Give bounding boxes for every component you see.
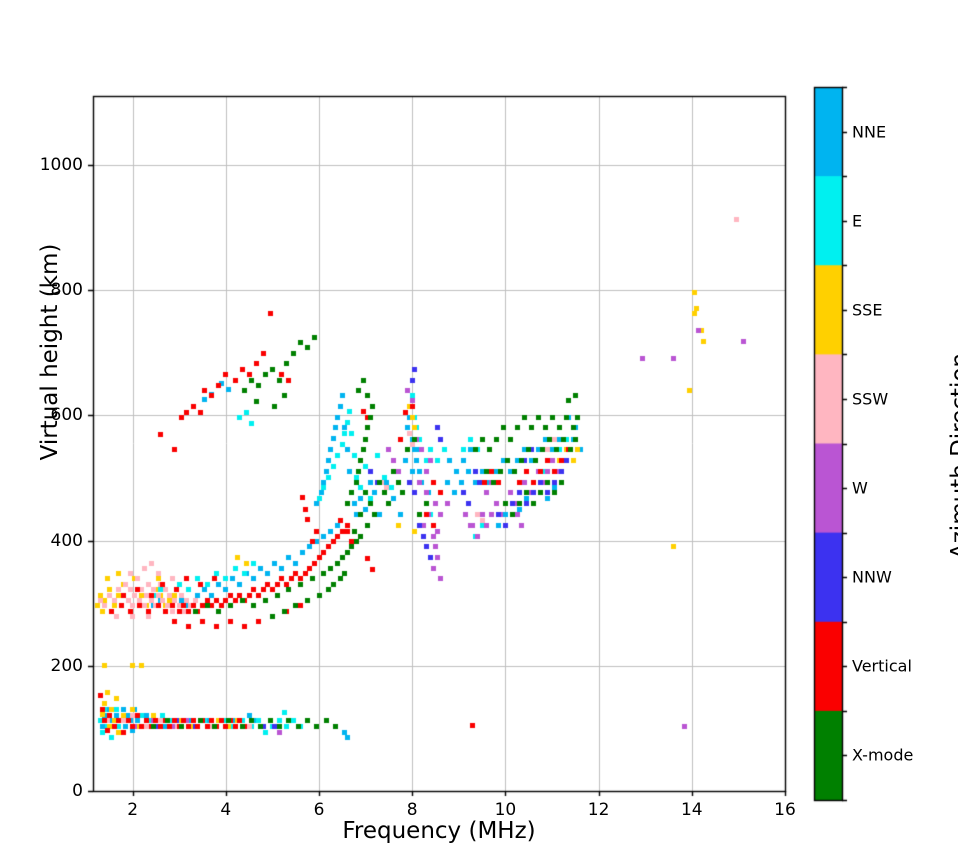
- colorbar-label-nne: NNE: [852, 122, 887, 142]
- x-tick-label: 10: [494, 800, 517, 820]
- x-tick-label: 8: [406, 800, 418, 820]
- x-tick-label: 4: [220, 800, 232, 820]
- x-tick-label: 2: [127, 800, 139, 820]
- y-tick-label: 1000: [39, 154, 83, 175]
- y-tick-label: 200: [50, 655, 83, 676]
- y-axis-label: Virtual height (km): [37, 243, 63, 461]
- x-axis-label: Frequency (MHz): [342, 818, 536, 844]
- y-tick-label: 400: [50, 530, 83, 551]
- colorbar-label-w: W: [852, 478, 868, 498]
- x-tick-label: 16: [774, 800, 796, 820]
- y-tick-label: 0: [72, 781, 83, 801]
- x-tick-label: 6: [313, 800, 325, 820]
- y-tick-label: 800: [50, 280, 83, 301]
- x-tick-label: 12: [587, 800, 610, 820]
- colorbar-label-ssw: SSW: [852, 389, 889, 409]
- x-tick-label: 14: [680, 800, 703, 820]
- colorbar-title: Azimuth Direction: [947, 353, 958, 559]
- colorbar-label-x-mode: X-mode: [852, 745, 914, 765]
- y-tick-label: 600: [50, 405, 83, 426]
- colorbar-label-e: E: [852, 211, 863, 231]
- colorbar-label-sse: SSE: [852, 300, 883, 320]
- colorbar-label-nnw: NNW: [852, 567, 892, 587]
- colorbar-label-vertical: Vertical: [852, 656, 912, 676]
